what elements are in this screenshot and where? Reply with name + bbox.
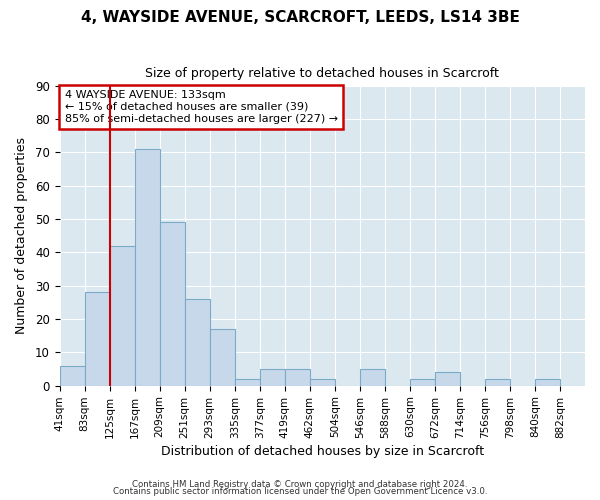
Bar (485, 379, 510, 386)
Bar (235, 379, 260, 386)
Title: Size of property relative to detached houses in Scarcroft: Size of property relative to detached ho… (145, 68, 499, 80)
Bar (360, 369, 385, 386)
Text: Contains public sector information licensed under the Open Government Licence v3: Contains public sector information licen… (113, 488, 487, 496)
Bar (59, 366, 85, 386)
X-axis label: Distribution of detached houses by size in Scarcroft: Distribution of detached houses by size … (161, 444, 484, 458)
Bar (134, 149, 160, 386)
Bar (410, 379, 435, 386)
Bar (535, 379, 560, 386)
Bar (85, 292, 110, 386)
Bar (310, 379, 335, 386)
Text: Contains HM Land Registry data © Crown copyright and database right 2024.: Contains HM Land Registry data © Crown c… (132, 480, 468, 489)
Y-axis label: Number of detached properties: Number of detached properties (15, 138, 28, 334)
Bar (160, 222, 185, 386)
Bar (110, 246, 134, 386)
Bar (285, 369, 310, 386)
Text: 4 WAYSIDE AVENUE: 133sqm
← 15% of detached houses are smaller (39)
85% of semi-d: 4 WAYSIDE AVENUE: 133sqm ← 15% of detach… (65, 90, 338, 124)
Bar (209, 329, 235, 386)
Bar (185, 299, 209, 386)
Bar (435, 372, 460, 386)
Bar (260, 369, 285, 386)
Text: 4, WAYSIDE AVENUE, SCARCROFT, LEEDS, LS14 3BE: 4, WAYSIDE AVENUE, SCARCROFT, LEEDS, LS1… (80, 10, 520, 25)
